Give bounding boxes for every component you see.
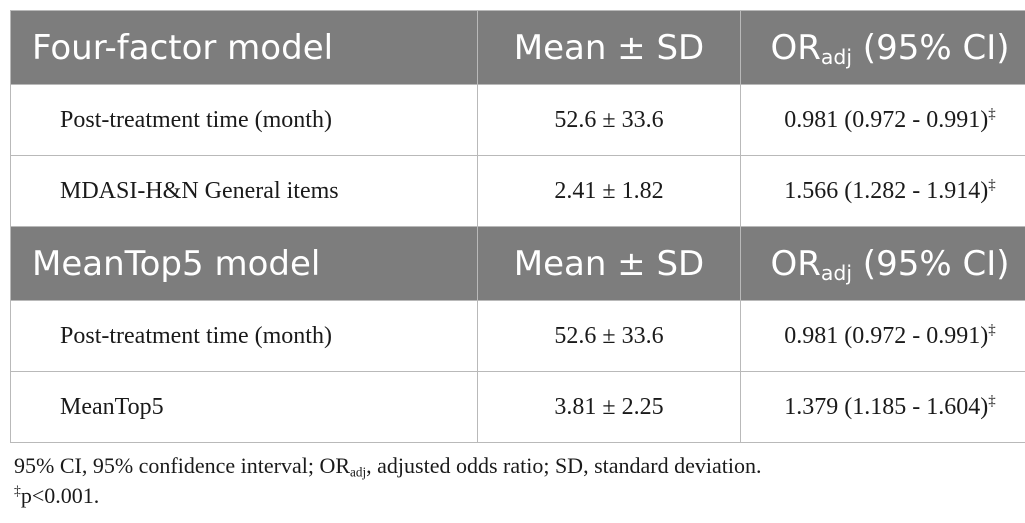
table-row: MDASI-H&N General items 2.41 ± 1.82 1.56… <box>10 155 1025 227</box>
row-mean-sd: 2.41 ± 1.82 <box>477 155 741 227</box>
header-row-four-factor: Four-factor model Mean ± SD ORadj (95% C… <box>10 10 1025 85</box>
header-model: MeanTop5 model <box>10 226 478 301</box>
row-mean-sd: 52.6 ± 33.6 <box>477 300 741 372</box>
table-row: Post-treatment time (month) 52.6 ± 33.6 … <box>10 300 1025 372</box>
row-or-ci: 0.981 (0.972 - 0.991)‡ <box>740 300 1025 372</box>
row-variable: MeanTop5 <box>10 371 478 443</box>
table-row: Post-treatment time (month) 52.6 ± 33.6 … <box>10 84 1025 156</box>
row-variable: MDASI-H&N General items <box>10 155 478 227</box>
row-variable: Post-treatment time (month) <box>10 84 478 156</box>
row-mean-sd: 52.6 ± 33.6 <box>477 84 741 156</box>
header-model: Four-factor model <box>10 10 478 85</box>
header-mean-sd: Mean ± SD <box>477 226 741 301</box>
results-table: Four-factor model Mean ± SD ORadj (95% C… <box>10 10 1025 443</box>
header-or-ci: ORadj (95% CI) <box>740 226 1025 301</box>
row-mean-sd: 3.81 ± 2.25 <box>477 371 741 443</box>
row-variable: Post-treatment time (month) <box>10 300 478 372</box>
row-or-ci: 0.981 (0.972 - 0.991)‡ <box>740 84 1025 156</box>
table-footnote: 95% CI, 95% confidence interval; ORadj, … <box>14 451 761 511</box>
table-row: MeanTop5 3.81 ± 2.25 1.379 (1.185 - 1.60… <box>10 371 1025 443</box>
header-row-meantop5: MeanTop5 model Mean ± SD ORadj (95% CI) <box>10 226 1025 301</box>
footnote-significance: ‡p<0.001. <box>14 482 100 508</box>
header-or-ci: ORadj (95% CI) <box>740 10 1025 85</box>
row-or-ci: 1.566 (1.282 - 1.914)‡ <box>740 155 1025 227</box>
row-or-ci: 1.379 (1.185 - 1.604)‡ <box>740 371 1025 443</box>
footnote-abbreviations: 95% CI, 95% confidence interval; ORadj, … <box>14 453 762 480</box>
header-mean-sd: Mean ± SD <box>477 10 741 85</box>
